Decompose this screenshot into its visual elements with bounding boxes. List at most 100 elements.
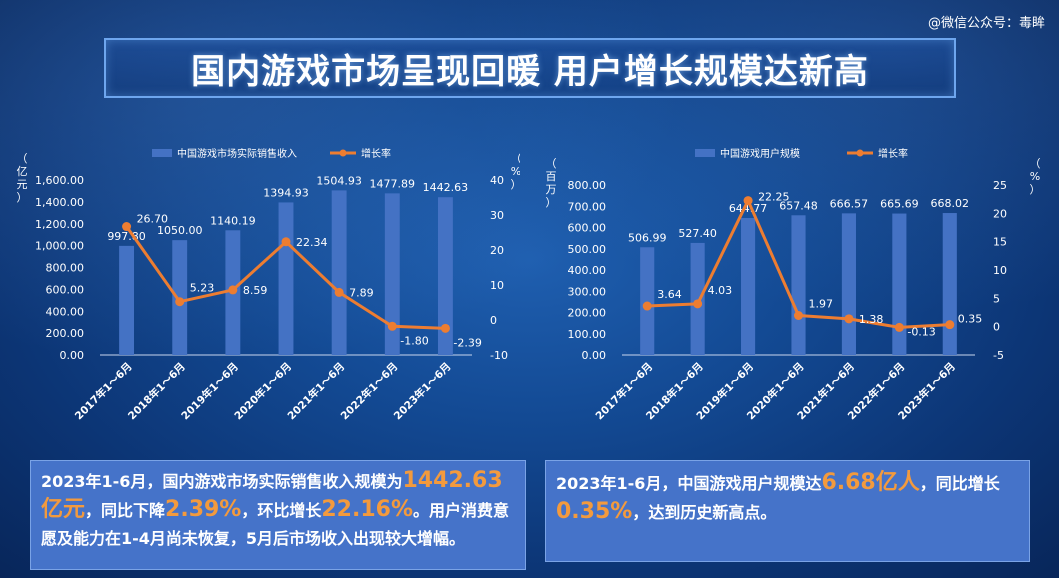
legend-line-marker — [856, 149, 864, 157]
summary-left-p1: 2023年1-6月，国内游戏市场实际销售收入规模为 — [41, 472, 403, 491]
title-banner: 国内游戏市场呈现回暖 用户增长规模达新高 — [104, 38, 956, 98]
growth-value-label: 4.03 — [708, 284, 733, 297]
y-tick-label: 100.00 — [568, 328, 607, 341]
growth-value-label: 0.35 — [958, 313, 983, 326]
y2-tick-label: 0 — [993, 321, 1000, 334]
summary-left-p3: ，环比增长 — [241, 501, 322, 520]
y-tick-label: 500.00 — [568, 243, 607, 256]
bar-value-label: 644.77 — [729, 202, 768, 215]
bar — [942, 213, 957, 355]
y-tick-label: 0.00 — [582, 349, 607, 362]
bar — [640, 247, 655, 355]
y2-tick-label: 0 — [490, 314, 497, 327]
growth-marker — [844, 314, 854, 324]
growth-value-label: 5.23 — [190, 282, 215, 295]
bar-value-label: 1050.00 — [157, 224, 203, 237]
growth-marker — [387, 321, 397, 331]
growth-marker — [334, 287, 344, 297]
growth-marker — [693, 299, 703, 309]
y-axis-title: （百万） — [546, 157, 557, 209]
bar-value-label: 997.80 — [107, 230, 146, 243]
growth-value-label: -2.39 — [453, 336, 481, 349]
y-tick-label: 600.00 — [568, 222, 607, 235]
y2-axis-title: （%） — [1030, 157, 1041, 196]
y-tick-label: 0.00 — [60, 349, 85, 362]
growth-value-label: 7.89 — [349, 286, 374, 299]
x-tick-label: 2019年1～6月 — [179, 360, 241, 422]
growth-marker — [281, 237, 291, 247]
x-tick-label: 2023年1～6月 — [391, 360, 453, 422]
y-tick-label: 1,600.00 — [35, 174, 84, 187]
watermark: @微信公众号：毒眸 — [927, 16, 1045, 31]
summary-left-h2: 2.39% — [165, 497, 242, 522]
bar — [119, 245, 135, 355]
summary-left-p4: 。用户消费意愿及能力在1-4月尚未恢复，5月后市场收入出现较大增幅。 — [41, 501, 510, 548]
bar — [892, 213, 907, 355]
bar-value-label: 1442.63 — [423, 181, 469, 194]
bar-value-label: 1504.93 — [316, 174, 362, 187]
legend-line-marker — [339, 149, 347, 157]
y-tick-label: 800.00 — [46, 262, 85, 275]
bar-value-label: 668.02 — [931, 197, 970, 210]
bar — [690, 242, 705, 355]
y2-tick-label: 5 — [993, 292, 1000, 305]
y2-tick-label: 10 — [993, 264, 1007, 277]
bar-value-label: 506.99 — [628, 231, 667, 244]
legend-bar-swatch — [695, 149, 715, 157]
y-tick-label: 400.00 — [46, 305, 85, 318]
y-tick-label: 300.00 — [568, 285, 607, 298]
x-tick-label: 2022年1～6月 — [338, 360, 400, 422]
bar — [741, 217, 756, 355]
y2-tick-label: 40 — [490, 174, 504, 187]
growth-value-label: -1.80 — [400, 334, 428, 347]
growth-marker — [228, 285, 238, 295]
growth-marker — [945, 320, 955, 330]
summary-left-h1: 1442.63亿元 — [41, 468, 503, 522]
y-tick-label: 800.00 — [568, 179, 607, 192]
bar-value-label: 665.69 — [880, 198, 919, 211]
y2-tick-label: 30 — [490, 209, 504, 222]
growth-value-label: 22.34 — [296, 236, 328, 249]
x-tick-label: 2017年1～6月 — [72, 360, 134, 422]
x-tick-label: 2020年1～6月 — [232, 360, 294, 422]
summary-right-h2: 0.35% — [556, 499, 633, 524]
growth-value-label: 8.59 — [243, 284, 268, 297]
legend-line-label: 增长率 — [878, 147, 908, 160]
summary-right-p3: ，达到历史新高点。 — [632, 503, 777, 522]
bar-value-label: 1477.89 — [370, 177, 416, 190]
y2-tick-label: 25 — [993, 179, 1007, 192]
y2-tick-label: -10 — [490, 349, 508, 362]
growth-value-label: 26.70 — [137, 213, 169, 226]
y-tick-label: 600.00 — [46, 283, 85, 296]
bar-value-label: 527.40 — [678, 227, 717, 240]
page-title: 国内游戏市场呈现回暖 用户增长规模达新高 — [191, 51, 869, 92]
y-axis-title: （亿元） — [17, 152, 28, 204]
growth-marker — [440, 323, 450, 333]
bar-value-label: 657.48 — [779, 199, 818, 212]
bar-value-label: 666.57 — [830, 197, 869, 210]
growth-marker — [175, 297, 185, 307]
chart-game-revenue: 中国游戏市场实际销售收入 增长率 （亿元） （%） 0.00 200.00 400.00 60… — [17, 147, 521, 422]
y-tick-label: 1,200.00 — [35, 218, 84, 231]
y2-axis-title: （%） — [511, 152, 521, 191]
chart-game-users: 中国游戏用户规模 增长率 （百万） （%） 0.00 100.00 200.00 300.00… — [546, 147, 1041, 422]
growth-value-label: 3.64 — [657, 288, 682, 301]
growth-value-label: 22.25 — [758, 191, 790, 204]
legend-bar-label: 中国游戏用户规模 — [720, 147, 800, 160]
bar — [331, 190, 347, 355]
growth-marker — [894, 322, 904, 332]
summary-right: 2023年1-6月，中国游戏用户规模达6.68亿人，同比增长 0.35%，达到历史… — [545, 460, 1030, 562]
summary-right-p1: 2023年1-6月，中国游戏用户规模达 — [556, 474, 822, 493]
growth-marker — [743, 196, 753, 206]
summary-left-h3: 22.16% — [321, 497, 414, 522]
y2-tick-label: 20 — [490, 244, 504, 257]
bar-value-label: 1140.19 — [210, 214, 256, 227]
y-tick-label: 400.00 — [568, 264, 607, 277]
legend-bar-swatch — [152, 149, 172, 157]
bar — [841, 213, 856, 355]
bar — [278, 202, 294, 355]
y-tick-label: 200.00 — [568, 307, 607, 320]
growth-value-label: 1.97 — [809, 298, 834, 311]
bar — [791, 215, 806, 355]
legend-line-label: 增长率 — [361, 147, 391, 160]
